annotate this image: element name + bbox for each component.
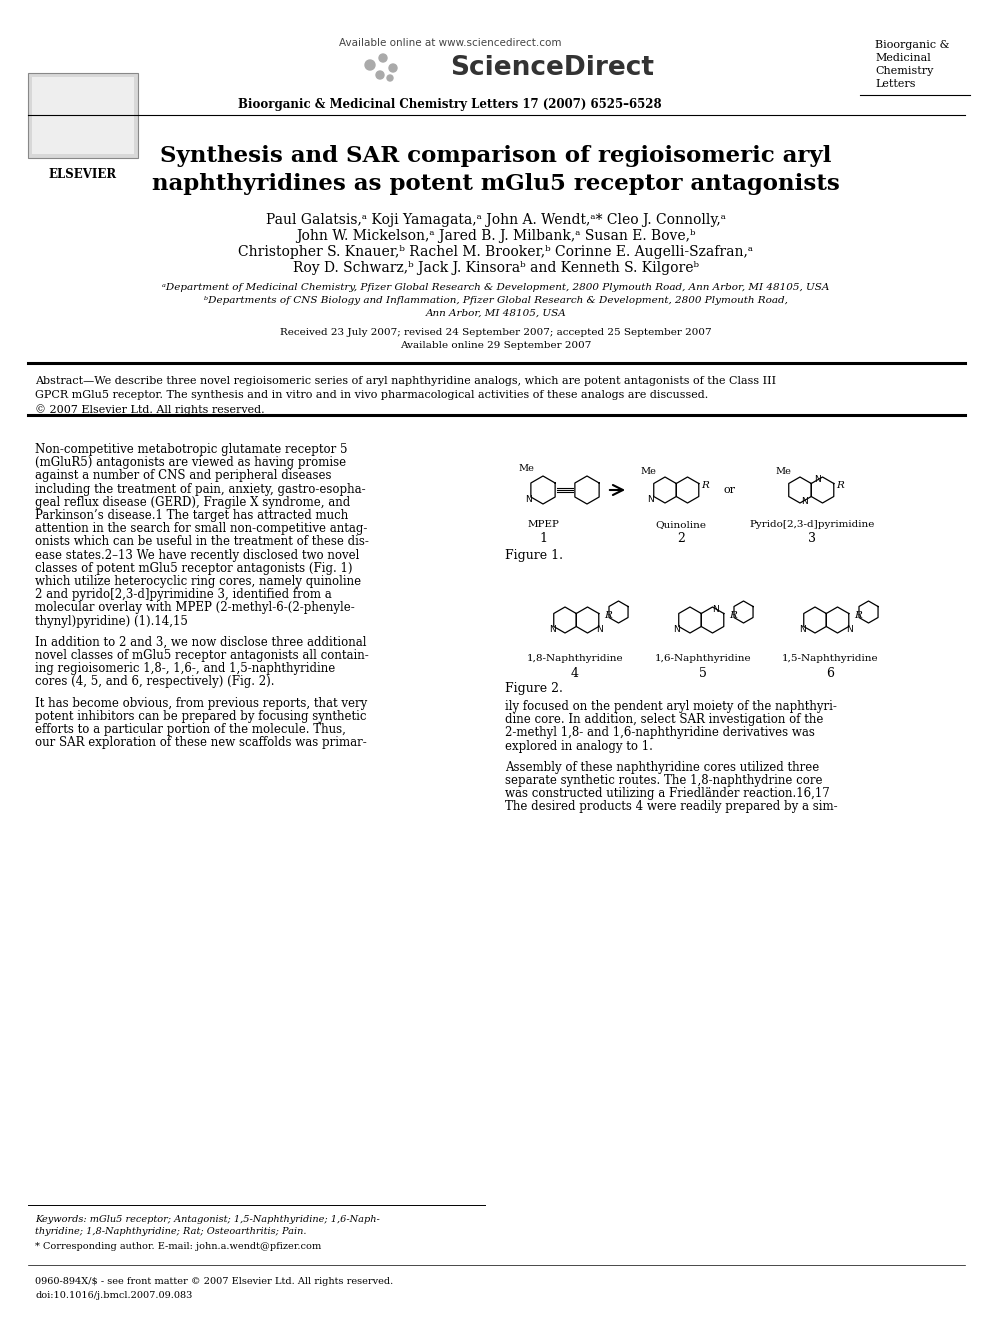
Text: including the treatment of pain, anxiety, gastro-esopha-: including the treatment of pain, anxiety… <box>35 483 366 496</box>
Text: John W. Mickelson,ᵃ Jared B. J. Milbank,ᵃ Susan E. Bove,ᵇ: John W. Mickelson,ᵃ Jared B. J. Milbank,… <box>297 229 695 243</box>
Circle shape <box>389 64 397 71</box>
Text: Non-competitive metabotropic glutamate receptor 5: Non-competitive metabotropic glutamate r… <box>35 443 347 456</box>
Text: 3: 3 <box>808 532 816 545</box>
Text: Chemistry: Chemistry <box>875 66 933 75</box>
Text: Bioorganic &: Bioorganic & <box>875 40 949 50</box>
Text: dine core. In addition, select SAR investigation of the: dine core. In addition, select SAR inves… <box>505 713 823 726</box>
Text: 1,8-Naphthyridine: 1,8-Naphthyridine <box>527 654 623 663</box>
Text: * Corresponding author. E-mail: john.a.wendt@pfizer.com: * Corresponding author. E-mail: john.a.w… <box>35 1242 321 1252</box>
Text: (mGluR5) antagonists are viewed as having promise: (mGluR5) antagonists are viewed as havin… <box>35 456 346 470</box>
Text: 6: 6 <box>826 667 834 680</box>
Text: ing regioisomeric 1,8-, 1,6-, and 1,5-naphthyridine: ing regioisomeric 1,8-, 1,6-, and 1,5-na… <box>35 663 335 675</box>
Circle shape <box>387 75 393 81</box>
Text: attention in the search for small non-competitive antag-: attention in the search for small non-co… <box>35 523 367 536</box>
Text: ᵇDepartments of CNS Biology and Inflammation, Pfizer Global Research & Developme: ᵇDepartments of CNS Biology and Inflamma… <box>204 296 788 306</box>
Text: R: R <box>701 480 709 490</box>
Text: Available online at www.sciencedirect.com: Available online at www.sciencedirect.co… <box>338 38 561 48</box>
Text: GPCR mGlu5 receptor. The synthesis and in vitro and in vivo pharmacological acti: GPCR mGlu5 receptor. The synthesis and i… <box>35 390 708 400</box>
Text: cores (4, 5, and 6, respectively) (Fig. 2).: cores (4, 5, and 6, respectively) (Fig. … <box>35 676 275 688</box>
Text: In addition to 2 and 3, we now disclose three additional: In addition to 2 and 3, we now disclose … <box>35 636 366 648</box>
Text: MPEP: MPEP <box>527 520 558 529</box>
Bar <box>28 73 138 157</box>
Text: ᵃDepartment of Medicinal Chemistry, Pfizer Global Research & Development, 2800 P: ᵃDepartment of Medicinal Chemistry, Pfiz… <box>163 283 829 292</box>
Text: Pyrido[2,3-d]pyrimidine: Pyrido[2,3-d]pyrimidine <box>749 520 875 529</box>
Text: Bioorganic & Medicinal Chemistry Letters 17 (2007) 6525–6528: Bioorganic & Medicinal Chemistry Letters… <box>238 98 662 111</box>
Text: It has become obvious, from previous reports, that very: It has become obvious, from previous rep… <box>35 697 367 709</box>
Text: geal reflux disease (GERD), Fragile X syndrome, and: geal reflux disease (GERD), Fragile X sy… <box>35 496 350 509</box>
Text: molecular overlay with MPEP (2-methyl-6-(2-phenyle-: molecular overlay with MPEP (2-methyl-6-… <box>35 602 355 614</box>
Text: 5: 5 <box>699 667 707 680</box>
Text: Abstract—We describe three novel regioisomeric series of aryl naphthyridine anal: Abstract—We describe three novel regiois… <box>35 376 776 386</box>
Text: N: N <box>549 626 556 635</box>
Text: against a number of CNS and peripheral diseases: against a number of CNS and peripheral d… <box>35 470 331 483</box>
Text: separate synthetic routes. The 1,8-naphthydrine core: separate synthetic routes. The 1,8-napht… <box>505 774 822 787</box>
Text: R: R <box>854 610 862 619</box>
Text: 4: 4 <box>571 667 579 680</box>
Text: N: N <box>799 626 806 635</box>
Text: ily focused on the pendent aryl moiety of the naphthyri-: ily focused on the pendent aryl moiety o… <box>505 700 837 713</box>
Text: N: N <box>526 496 533 504</box>
Text: ease states.2–13 We have recently disclosed two novel: ease states.2–13 We have recently disclo… <box>35 549 359 561</box>
Text: Quinoline: Quinoline <box>656 520 706 529</box>
Text: onists which can be useful in the treatment of these dis-: onists which can be useful in the treatm… <box>35 536 369 549</box>
Text: Roy D. Schwarz,ᵇ Jack J. Kinsoraᵇ and Kenneth S. Kilgoreᵇ: Roy D. Schwarz,ᵇ Jack J. Kinsoraᵇ and Ke… <box>293 261 699 275</box>
Text: Me: Me <box>775 467 791 476</box>
Text: ELSEVIER: ELSEVIER <box>49 168 117 181</box>
Text: © 2007 Elsevier Ltd. All rights reserved.: © 2007 Elsevier Ltd. All rights reserved… <box>35 404 265 415</box>
Text: ScienceDirect: ScienceDirect <box>450 56 654 81</box>
Text: Paul Galatsis,ᵃ Koji Yamagata,ᵃ John A. Wendt,ᵃ* Cleo J. Connolly,ᵃ: Paul Galatsis,ᵃ Koji Yamagata,ᵃ John A. … <box>266 213 726 228</box>
Circle shape <box>365 60 375 70</box>
Text: 1,6-Naphthyridine: 1,6-Naphthyridine <box>655 654 751 663</box>
Text: N: N <box>802 496 808 505</box>
Text: was constructed utilizing a Friedländer reaction.16,17: was constructed utilizing a Friedländer … <box>505 787 829 800</box>
Text: N: N <box>596 626 603 635</box>
Text: R: R <box>729 610 737 619</box>
Text: Synthesis and SAR comparison of regioisomeric aryl: Synthesis and SAR comparison of regioiso… <box>161 146 831 167</box>
Text: R: R <box>604 610 612 619</box>
Text: Figure 1.: Figure 1. <box>505 549 563 562</box>
Text: 0960-894X/$ - see front matter © 2007 Elsevier Ltd. All rights reserved.: 0960-894X/$ - see front matter © 2007 El… <box>35 1277 393 1286</box>
Text: N: N <box>712 605 719 614</box>
Text: classes of potent mGlu5 receptor antagonists (Fig. 1): classes of potent mGlu5 receptor antagon… <box>35 562 352 574</box>
Text: N: N <box>814 475 821 483</box>
Text: explored in analogy to 1.: explored in analogy to 1. <box>505 740 653 753</box>
Text: Received 23 July 2007; revised 24 September 2007; accepted 25 September 2007: Received 23 July 2007; revised 24 Septem… <box>280 328 712 337</box>
Text: which utilize heterocyclic ring cores, namely quinoline: which utilize heterocyclic ring cores, n… <box>35 576 361 587</box>
Text: Ann Arbor, MI 48105, USA: Ann Arbor, MI 48105, USA <box>426 310 566 318</box>
Text: N: N <box>846 626 853 635</box>
Text: Assembly of these naphthyridine cores utilized three: Assembly of these naphthyridine cores ut… <box>505 761 819 774</box>
Text: Medicinal: Medicinal <box>875 53 930 64</box>
Text: 2-methyl 1,8- and 1,6-naphthyridine derivatives was: 2-methyl 1,8- and 1,6-naphthyridine deri… <box>505 726 814 740</box>
Text: thynyl)pyridine) (1).14,15: thynyl)pyridine) (1).14,15 <box>35 615 187 627</box>
Text: potent inhibitors can be prepared by focusing synthetic: potent inhibitors can be prepared by foc… <box>35 710 366 722</box>
Circle shape <box>379 54 387 62</box>
Text: Available online 29 September 2007: Available online 29 September 2007 <box>401 341 591 351</box>
Text: Letters: Letters <box>875 79 916 89</box>
Circle shape <box>376 71 384 79</box>
Text: Christopher S. Knauer,ᵇ Rachel M. Brooker,ᵇ Corinne E. Augelli-Szafran,ᵃ: Christopher S. Knauer,ᵇ Rachel M. Brooke… <box>238 245 754 259</box>
Text: thyridine; 1,8-Naphthyridine; Rat; Osteoarthritis; Pain.: thyridine; 1,8-Naphthyridine; Rat; Osteo… <box>35 1226 307 1236</box>
Bar <box>32 77 134 153</box>
Text: Figure 2.: Figure 2. <box>505 681 562 695</box>
Text: Keywords: mGlu5 receptor; Antagonist; 1,5-Naphthyridine; 1,6-Naph-: Keywords: mGlu5 receptor; Antagonist; 1,… <box>35 1215 380 1224</box>
Text: naphthyridines as potent mGlu5 receptor antagonists: naphthyridines as potent mGlu5 receptor … <box>152 173 840 194</box>
Text: R: R <box>836 480 844 490</box>
Text: The desired products 4 were readily prepared by a sim-: The desired products 4 were readily prep… <box>505 800 837 814</box>
Text: doi:10.1016/j.bmcl.2007.09.083: doi:10.1016/j.bmcl.2007.09.083 <box>35 1291 192 1301</box>
Text: N: N <box>648 496 655 504</box>
Text: novel classes of mGlu5 receptor antagonists all contain-: novel classes of mGlu5 receptor antagoni… <box>35 650 369 662</box>
Text: or: or <box>724 486 736 495</box>
Text: Me: Me <box>640 467 656 476</box>
Text: our SAR exploration of these new scaffolds was primar-: our SAR exploration of these new scaffol… <box>35 736 367 749</box>
Text: 2 and pyrido[2,3-d]pyrimidine 3, identified from a: 2 and pyrido[2,3-d]pyrimidine 3, identif… <box>35 589 331 601</box>
Text: Parkinson’s disease.1 The target has attracted much: Parkinson’s disease.1 The target has att… <box>35 509 348 523</box>
Text: 1,5-Naphthyridine: 1,5-Naphthyridine <box>782 654 878 663</box>
Text: Me: Me <box>518 464 534 474</box>
Text: 2: 2 <box>678 532 684 545</box>
Text: 1: 1 <box>539 532 547 545</box>
Text: efforts to a particular portion of the molecule. Thus,: efforts to a particular portion of the m… <box>35 722 346 736</box>
Text: N: N <box>674 626 681 635</box>
